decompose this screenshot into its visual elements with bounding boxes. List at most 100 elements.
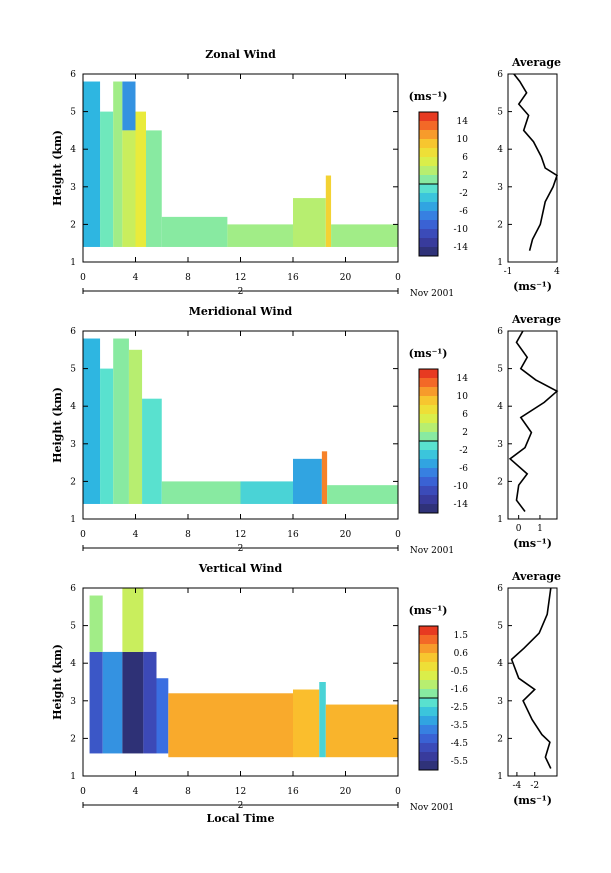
colorbar-cell: [419, 689, 438, 699]
average-y-tick-label: 5: [497, 108, 503, 118]
colorbar-cell: [419, 432, 438, 442]
y-tick-label: 2: [70, 734, 76, 744]
panel-title: Zonal Wind: [205, 48, 276, 61]
average-y-tick-label: 4: [497, 145, 503, 155]
colorbar-cell: [419, 707, 438, 717]
colorbar-cell: [419, 193, 438, 203]
panel-title: Meridional Wind: [189, 305, 293, 318]
x-tick-label: 0: [395, 787, 401, 797]
average-y-tick-label: 5: [497, 622, 503, 632]
colorbar-cell: [419, 405, 438, 415]
data-region: [142, 398, 162, 504]
x-tick-label: 8: [185, 273, 191, 283]
average-y-tick-label: 1: [497, 515, 503, 525]
colorbar-cell: [419, 369, 438, 379]
average-y-tick-label: 2: [497, 220, 503, 230]
colorbar-tick: -10: [454, 225, 469, 235]
colorbar-cell: [419, 743, 438, 753]
y-tick-label: 5: [70, 622, 76, 632]
colorbar-cell: [419, 202, 438, 212]
data-region: [143, 651, 157, 754]
average-title: Average: [511, 56, 561, 69]
data-region: [293, 198, 326, 247]
data-region: [102, 651, 123, 754]
colorbar-cell: [419, 238, 438, 248]
x-tick-label: 16: [287, 273, 299, 283]
colorbar-cell: [419, 184, 438, 194]
average-y-tick-label: 3: [497, 697, 503, 707]
colorbar-cell: [419, 752, 438, 762]
average-x-label: (ms⁻¹): [513, 537, 552, 550]
colorbar-cell: [419, 220, 438, 230]
x-tick-label: 4: [133, 787, 139, 797]
average-y-tick-label: 6: [497, 70, 503, 80]
data-region: [240, 481, 293, 504]
x-tick-label: 0: [80, 787, 86, 797]
average-x-tick-label: -4: [513, 781, 522, 791]
x-tick-label: 16: [287, 530, 299, 540]
average-y-tick-label: 1: [497, 772, 503, 782]
average-y-tick-label: 6: [497, 584, 503, 594]
colorbar-tick: -2: [459, 446, 468, 456]
y-tick-label: 6: [70, 70, 76, 80]
y-tick-label: 3: [70, 183, 76, 193]
average-frame: [507, 587, 558, 777]
average-frame: [507, 330, 558, 520]
average-y-tick-label: 5: [497, 365, 503, 375]
colorbar-cell: [419, 671, 438, 681]
data-region: [161, 216, 228, 247]
colorbar-cell: [419, 247, 438, 257]
y-tick-label: 4: [70, 402, 76, 412]
data-region: [89, 651, 103, 754]
average-x-label: (ms⁻¹): [513, 794, 552, 807]
y-tick-label: 1: [70, 258, 76, 268]
colorbar-cell: [419, 229, 438, 239]
x-tick-label: 20: [340, 787, 352, 797]
colorbar-unit: (ms⁻¹): [409, 90, 448, 103]
colorbar-tick: 2: [462, 428, 468, 438]
colorbar-tick: -0.5: [451, 667, 469, 677]
y-tick-label: 4: [70, 659, 76, 669]
data-region: [113, 81, 123, 247]
y-tick-label: 5: [70, 365, 76, 375]
average-x-tick-label: 0: [516, 524, 522, 534]
colorbar-tick: -14: [454, 243, 469, 253]
data-region: [122, 588, 144, 652]
day-label: 2: [238, 287, 244, 297]
data-region: [122, 130, 136, 247]
data-region: [293, 458, 322, 504]
colorbar-tick: 10: [457, 392, 469, 402]
colorbar-tick: -14: [454, 500, 469, 510]
average-y-tick-label: 2: [497, 477, 503, 487]
y-axis-label: Height (km): [51, 130, 64, 206]
data-region: [128, 349, 143, 504]
colorbar-tick: -2.5: [451, 703, 469, 713]
colorbar-cell: [419, 139, 438, 149]
x-tick-label: 12: [235, 273, 246, 283]
average-y-tick-label: 3: [497, 440, 503, 450]
colorbar-cell: [419, 450, 438, 460]
y-tick-label: 3: [70, 440, 76, 450]
average-y-tick-label: 1: [497, 258, 503, 268]
colorbar-cell: [419, 441, 438, 451]
data-region: [100, 368, 114, 504]
average-x-tick-label: -1: [504, 267, 513, 277]
colorbar-cell: [419, 653, 438, 663]
colorbar-tick: -10: [454, 482, 469, 492]
x-tick-label: 0: [395, 530, 401, 540]
x-tick-label: 20: [340, 530, 352, 540]
average-profile-line: [508, 330, 559, 512]
x-tick-label: 8: [185, 530, 191, 540]
average-x-tick-label: -2: [530, 781, 539, 791]
average-y-tick-label: 6: [497, 327, 503, 337]
colorbar-cell: [419, 378, 438, 388]
colorbar-tick: 14: [457, 374, 469, 384]
data-region: [122, 81, 136, 131]
panel-title: Vertical Wind: [198, 562, 283, 575]
colorbar-cell: [419, 626, 438, 636]
colorbar-cell: [419, 130, 438, 140]
average-title: Average: [511, 570, 561, 583]
average-frame: [507, 73, 558, 263]
y-tick-label: 6: [70, 327, 76, 337]
